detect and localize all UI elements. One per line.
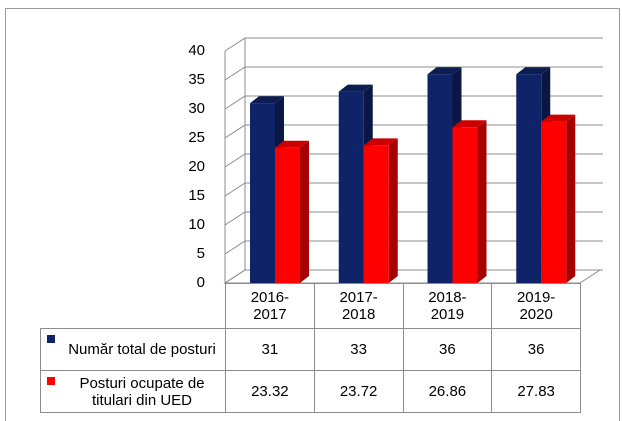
bar-side [388, 138, 398, 283]
bar-top [452, 120, 487, 128]
legend-cell: Număr total de posturi [40, 328, 226, 371]
y-tick-label: 5 [197, 245, 205, 262]
bar-front [452, 127, 478, 283]
category-cell: 2017-2018 [313, 283, 404, 329]
y-tick-label: 15 [188, 187, 205, 204]
bar [541, 114, 576, 283]
table-value: 23.72 [313, 370, 404, 413]
category-cell: 2019-2020 [491, 283, 581, 329]
bar-front [363, 145, 389, 283]
bar-top [541, 114, 576, 122]
y-tick-label: 10 [188, 216, 205, 233]
y-tick-label: 40 [188, 42, 205, 59]
legend-swatch [47, 377, 55, 385]
table-value: 36 [402, 328, 493, 371]
legend-label: Număr total de posturi [68, 341, 216, 358]
table-value: 23.32 [225, 370, 315, 413]
bar-side [477, 120, 487, 283]
bar [363, 138, 398, 283]
bar-top [338, 84, 373, 92]
y-tick-label: 30 [188, 100, 205, 117]
x-tick-label: 2017-2018 [339, 289, 378, 323]
bar-front [275, 147, 300, 283]
table-value: 33 [313, 328, 404, 371]
y-tick-label: 35 [188, 71, 205, 88]
bar-front [250, 103, 275, 283]
bar-top [250, 96, 284, 104]
legend-cell: Posturi ocupate de titulari din UED [40, 370, 226, 413]
legend-swatch [47, 335, 55, 343]
bar-front [516, 74, 542, 283]
bar-side [566, 114, 576, 283]
grid-line [224, 66, 603, 81]
bar-top [516, 67, 551, 75]
x-tick-label: 2016-2017 [250, 289, 290, 323]
bar-top [275, 140, 309, 148]
category-cell: 2016-2017 [225, 283, 315, 329]
grid-line [224, 95, 603, 110]
bar-side [300, 140, 309, 283]
x-tick-label: 2019-2020 [516, 289, 556, 323]
table-value: 36 [491, 328, 581, 371]
bar-top [427, 67, 462, 75]
bar-front [338, 91, 364, 283]
bar-front [427, 74, 453, 283]
category-cell: 2018-2019 [402, 283, 493, 329]
legend-label: Posturi ocupate de titulari din UED [79, 374, 205, 409]
x-tick-label: 2018-2019 [428, 289, 467, 323]
table-value: 26.86 [402, 370, 493, 413]
table-value: 27.83 [491, 370, 581, 413]
bar [452, 120, 487, 283]
y-tick-label: 0 [197, 274, 205, 291]
bar-front [541, 121, 567, 283]
chart-border [5, 8, 620, 421]
y-tick-label: 25 [188, 129, 205, 146]
bar-top [363, 138, 398, 146]
table-value: 31 [225, 328, 315, 371]
bar [275, 140, 309, 283]
y-tick-label: 20 [188, 158, 205, 175]
grid-line [224, 37, 603, 52]
